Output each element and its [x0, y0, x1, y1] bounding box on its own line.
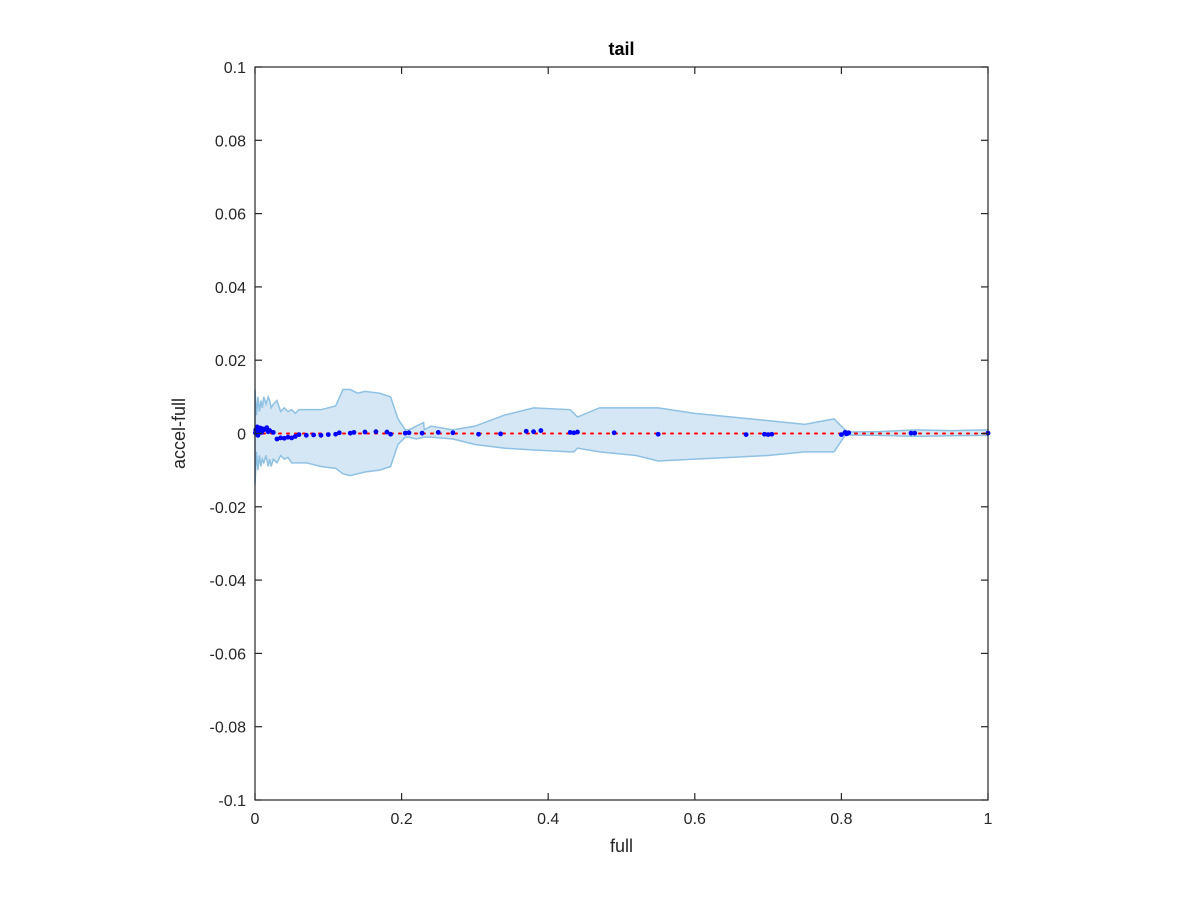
y-tick-label: 0.02 [215, 353, 246, 370]
data-point [531, 429, 536, 435]
data-point [406, 430, 412, 436]
data-point [336, 430, 342, 436]
data-point [318, 432, 324, 438]
x-tick-label: 1 [984, 811, 993, 828]
data-point [347, 430, 353, 436]
data-point [908, 430, 914, 436]
data-point [450, 430, 456, 436]
y-tick-label: -0.08 [210, 720, 247, 737]
y-tick-label: 0.08 [215, 133, 246, 150]
data-point [278, 435, 284, 441]
data-point [743, 432, 749, 437]
y-tick-label: 0.04 [215, 280, 246, 297]
chart-title: tail [608, 39, 634, 59]
y-tick-label: -0.06 [210, 646, 247, 663]
data-point [571, 430, 577, 436]
y-tick-label: -0.04 [210, 573, 247, 590]
x-tick-label: 0.2 [390, 811, 412, 828]
data-point [311, 432, 317, 438]
data-point [402, 430, 408, 436]
ticks-layer [254, 66, 989, 801]
y-tick-label: 0.06 [215, 207, 246, 224]
data-point [362, 429, 368, 435]
data-point [762, 431, 767, 437]
y-axis-label: accel-full [169, 398, 189, 469]
data-point [769, 431, 775, 437]
data-point [333, 431, 339, 437]
data-point [285, 434, 291, 440]
y-tick-label: -0.1 [218, 793, 246, 810]
tick-labels-layer: 0 0.2 0.4 0.6 0.8 1 0.1 0.08 0.06 0.04 0.02 0 -0.02 -… [210, 60, 993, 828]
data-point [264, 425, 270, 431]
x-tick-label: 0.4 [537, 811, 559, 828]
data-points-layer [252, 424, 991, 442]
x-tick-label: 0.8 [830, 811, 852, 828]
x-axis-label: full [610, 836, 633, 856]
data-point [281, 435, 287, 441]
data-point [538, 428, 544, 433]
data-point [435, 430, 441, 435]
data-point [351, 430, 357, 435]
data-point [419, 430, 425, 436]
data-point [303, 432, 309, 438]
data-point [575, 429, 580, 435]
data-point [765, 432, 771, 437]
x-tick-label: 0 [251, 811, 260, 828]
data-point [611, 430, 617, 436]
data-point [296, 432, 302, 437]
data-point [267, 428, 273, 433]
data-point [274, 436, 280, 442]
data-point [292, 434, 298, 439]
y-tick-label: 0.1 [224, 60, 246, 77]
data-point [498, 431, 503, 437]
data-point [523, 428, 529, 434]
data-point [270, 430, 276, 435]
y-tick-label: 0 [237, 427, 246, 444]
data-point [289, 435, 295, 441]
data-point [384, 429, 390, 435]
data-point [567, 430, 573, 435]
data-point [839, 432, 844, 437]
data-point [325, 432, 331, 437]
data-point [655, 431, 661, 437]
data-point [388, 431, 394, 437]
data-point [373, 429, 379, 435]
x-tick-label: 0.6 [684, 811, 706, 828]
data-point [912, 430, 918, 436]
data-point [476, 431, 481, 437]
data-point [846, 430, 852, 436]
y-tick-label: -0.02 [210, 500, 247, 517]
